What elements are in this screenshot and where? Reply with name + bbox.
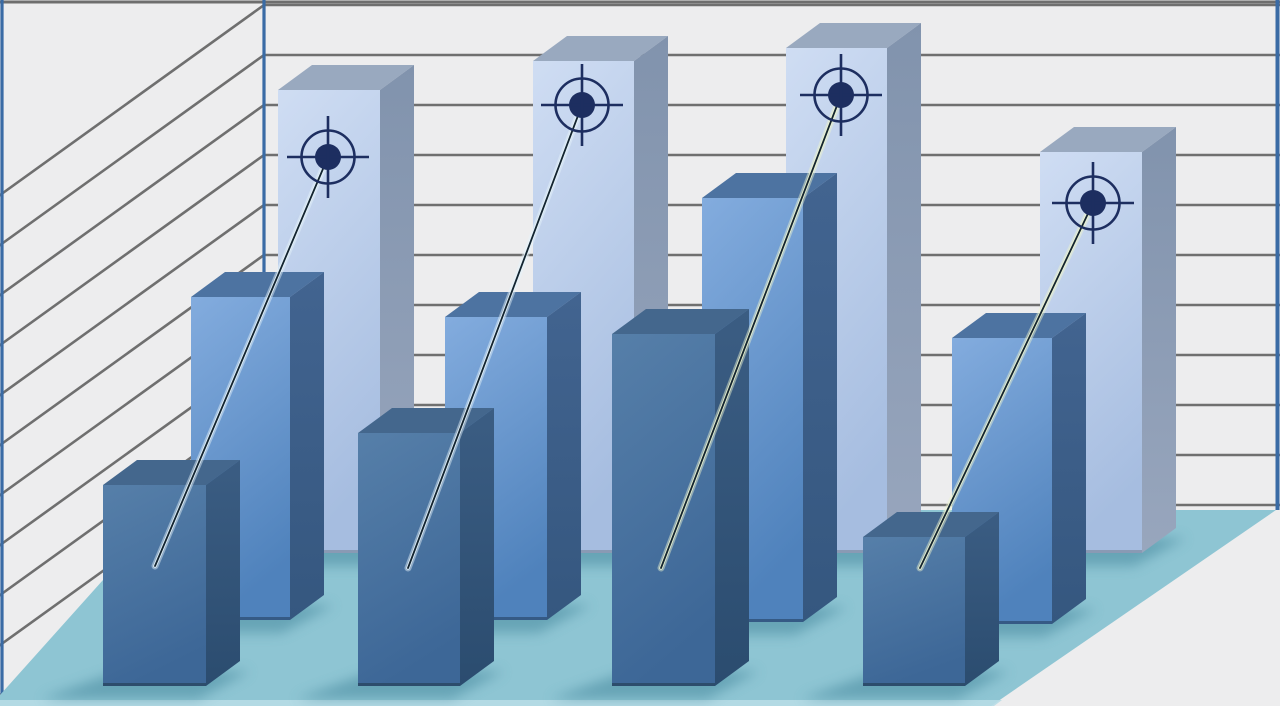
- bar-bottom-edge: [445, 617, 547, 620]
- bar-front-3: [612, 309, 749, 686]
- bar-side-face: [715, 309, 749, 686]
- bar-top-face: [278, 65, 414, 90]
- bar-top-face: [191, 272, 324, 297]
- bar-middle-1: [191, 272, 324, 620]
- bar-side-face: [1052, 313, 1086, 624]
- target-beam-4: [916, 199, 1097, 572]
- bar-top-face: [1040, 127, 1176, 152]
- bar-bottom-edge: [533, 550, 634, 553]
- floor-edge-highlight: [0, 700, 1002, 706]
- bar-bottom-edge: [702, 619, 803, 622]
- target-icon-1: [287, 116, 369, 198]
- bar-side-face: [965, 512, 999, 686]
- bar-top-face: [863, 512, 999, 537]
- bar-bottom-edge: [952, 621, 1052, 624]
- bar-side-face: [290, 272, 324, 620]
- bar-front-4: [863, 512, 999, 686]
- target-beam-3: [657, 91, 845, 572]
- bar-side-face: [1142, 127, 1176, 553]
- target-beam-2: [404, 101, 586, 572]
- bar-side-face: [803, 173, 837, 622]
- bar-bottom-edge: [1040, 550, 1142, 553]
- bar-front-1: [103, 460, 240, 686]
- bar-bottom-edge: [191, 617, 290, 620]
- bar-bottom-edge: [278, 550, 380, 553]
- bar-bottom-edge: [612, 683, 715, 686]
- bar-side-face: [206, 460, 240, 686]
- bar-back-4: [1040, 127, 1176, 553]
- bar-top-face: [103, 460, 240, 485]
- bar-bottom-edge: [358, 683, 460, 686]
- target-beam-1: [151, 153, 332, 570]
- bar-top-face: [533, 36, 668, 61]
- bar-top-face: [952, 313, 1086, 338]
- bar-front-face: [863, 537, 965, 686]
- bar-bottom-edge: [863, 683, 965, 686]
- bar-front-face: [612, 334, 715, 686]
- bar-front-2: [358, 408, 494, 686]
- target-icon-3: [800, 54, 882, 136]
- target-icon-4: [1052, 162, 1134, 244]
- target-icon-2: [541, 64, 623, 146]
- bar-side-face: [887, 23, 921, 553]
- bar-top-face: [445, 292, 581, 317]
- bar-bottom-edge: [103, 683, 206, 686]
- bar-top-face: [786, 23, 921, 48]
- bar-front-face: [103, 485, 206, 686]
- bar-side-face: [460, 408, 494, 686]
- bar-side-face: [547, 292, 581, 620]
- bar-top-face: [612, 309, 749, 334]
